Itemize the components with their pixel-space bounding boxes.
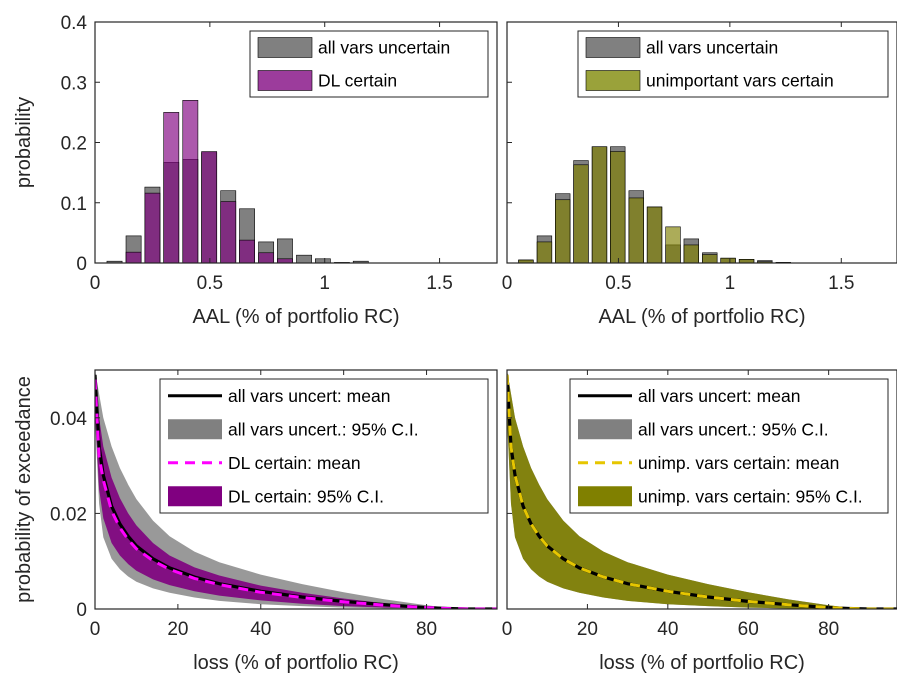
legend-swatch-0 <box>585 37 641 58</box>
y-tick-label: 0.2 <box>61 134 87 155</box>
axes-frame <box>506 369 897 610</box>
legend-label-1: DL certain <box>318 71 397 91</box>
y-axis-label: probability of exceedance <box>13 376 35 603</box>
x-tick-label: 1 <box>725 273 736 294</box>
x-tick-label: 0.5 <box>197 273 223 294</box>
bar-certain-7 <box>239 239 255 263</box>
x-tick-label: 0 <box>502 273 513 294</box>
legend-label-0: all vars uncert: mean <box>638 386 800 406</box>
x-tick-label: 80 <box>818 619 839 640</box>
x-tick-label: 0 <box>90 273 101 294</box>
bar-certain-4 <box>591 146 608 263</box>
legend-label-1: all vars uncert.: 95% C.I. <box>228 419 419 439</box>
x-tick-label: 20 <box>167 619 188 640</box>
bar-certain-9 <box>277 258 293 263</box>
x-tick-label: 0 <box>502 619 513 640</box>
chart-panel-bottom-left: 0 20 40 60 80 0 0.02 0.04 loss (% of portfolio R… <box>13 369 498 674</box>
x-tick-label: 60 <box>333 619 354 640</box>
legend-swatch-3 <box>168 486 222 507</box>
x-axis-label: AAL (% of portfolio RC) <box>598 306 805 328</box>
y-tick-label: 0 <box>76 600 87 621</box>
legend: all vars uncertain unimportant vars certa… <box>577 30 889 98</box>
x-tick-label: 40 <box>250 619 271 640</box>
bar-certain-13 <box>757 261 773 263</box>
x-tick-label: 20 <box>577 619 598 640</box>
bar-all-vars-13 <box>352 260 369 263</box>
plot-area <box>106 100 369 263</box>
legend-swatch-1 <box>257 70 313 91</box>
x-axis-label: AAL (% of portfolio RC) <box>192 306 399 328</box>
legend-label-0: all vars uncert: mean <box>228 386 390 406</box>
y-tick-label: 0 <box>76 254 87 275</box>
bar-certain-12 <box>738 259 755 263</box>
bar-certain-10 <box>702 254 718 263</box>
legend-label-2: DL certain: mean <box>228 453 361 473</box>
x-tick-label: 40 <box>657 619 678 640</box>
x-axis-label: loss (% of portfolio RC) <box>599 652 805 674</box>
legend-swatch-1 <box>585 70 641 91</box>
bar-certain-11 <box>720 257 736 263</box>
y-tick-label: 0.3 <box>61 73 87 94</box>
x-tick-label: 60 <box>738 619 759 640</box>
bar-certain-2 <box>555 199 571 263</box>
bar-certain-6 <box>628 197 644 263</box>
bar-certain-4 <box>182 100 199 263</box>
x-tick-label: 1 <box>319 273 330 294</box>
legend: all vars uncert: mean all vars uncert.: 9… <box>159 378 489 514</box>
legend-label-0: all vars uncertain <box>646 38 778 58</box>
bar-certain-8 <box>665 226 681 263</box>
x-tick-label: 0.5 <box>605 273 631 294</box>
bar-certain-9 <box>683 244 699 263</box>
bar-certain-2 <box>144 192 161 263</box>
x-tick-label: 1.5 <box>426 273 452 294</box>
bar-certain-5 <box>610 151 626 263</box>
legend-swatch-0 <box>257 37 313 58</box>
y-tick-label: 0.1 <box>61 194 87 215</box>
bar-certain-8 <box>258 252 275 263</box>
plot-area <box>518 146 791 263</box>
legend-label-3: DL certain: 95% C.I. <box>228 486 384 506</box>
bar-all-vars-11 <box>314 258 331 263</box>
legend-swatch-3 <box>578 486 632 507</box>
bar-all-vars-10 <box>296 254 312 263</box>
bar-certain-3 <box>573 164 589 263</box>
bar-certain-3 <box>163 112 180 263</box>
axes-frame <box>94 369 498 610</box>
y-tick-label: 0.04 <box>50 409 87 430</box>
legend-swatch-1 <box>578 419 632 440</box>
legend-label-1: all vars uncert.: 95% C.I. <box>638 419 829 439</box>
legend-label-0: all vars uncertain <box>318 38 450 58</box>
mean-line-1 <box>507 374 897 609</box>
bar-certain-6 <box>220 201 237 263</box>
bar-certain-7 <box>646 206 663 263</box>
legend-label-3: unimp. vars certain: 95% C.I. <box>638 486 863 506</box>
y-tick-label: 0.02 <box>50 504 87 525</box>
legend-label-2: unimp. vars certain: mean <box>638 453 839 473</box>
legend-label-1: unimportant vars certain <box>646 71 834 91</box>
chart-panel-bottom-right: 0 20 40 60 80 loss (% of portfolio RC) all var… <box>502 369 897 674</box>
legend: all vars uncertain DL certain <box>249 30 489 98</box>
legend-swatch-1 <box>168 419 222 440</box>
bar-certain-1 <box>536 241 553 263</box>
chart-panel-top-right: 0 0.5 1 1.5 AAL (% of portfolio RC) all vars … <box>502 21 897 328</box>
y-tick-label: 0.4 <box>61 13 88 34</box>
bar-all-vars-0 <box>106 260 123 263</box>
y-axis-label: probability <box>13 97 35 188</box>
legend: all vars uncert: mean all vars uncert.: 9… <box>569 378 889 514</box>
x-tick-label: 1.5 <box>828 273 854 294</box>
x-axis-label: loss (% of portfolio RC) <box>193 652 399 674</box>
bar-certain-5 <box>201 151 218 263</box>
x-tick-label: 0 <box>90 619 101 640</box>
x-tick-label: 80 <box>416 619 437 640</box>
chart-panel-top-left: 0 0.5 1 1.5 0 0.1 0.2 0.3 0.4 AAL (% of portfolio… <box>13 13 498 328</box>
bar-certain-1 <box>125 251 142 263</box>
